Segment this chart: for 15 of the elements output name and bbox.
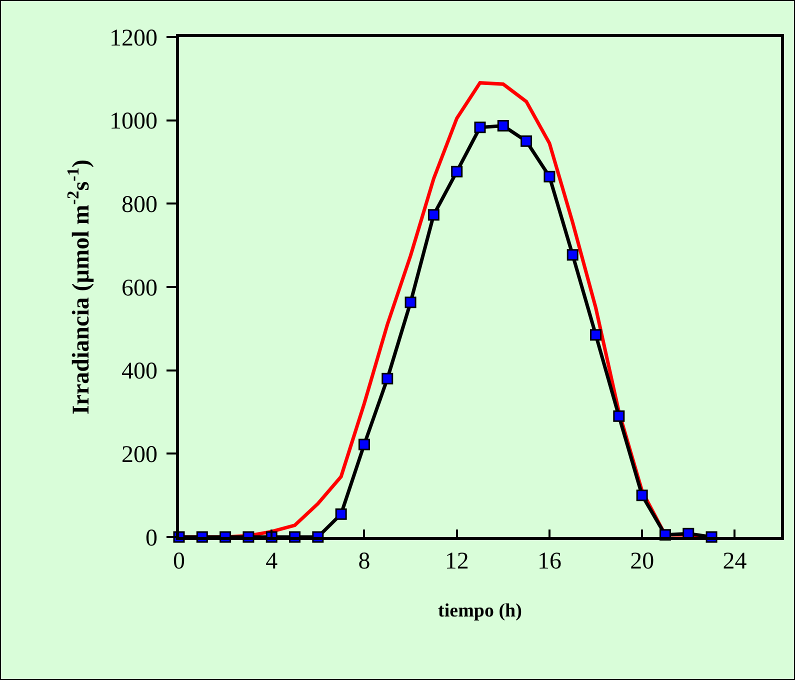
- x-tick-label: 0: [173, 548, 185, 575]
- y-tick-label: 400: [121, 358, 158, 385]
- x-tick-label: 12: [444, 548, 469, 575]
- x-tick-label: 8: [358, 548, 370, 575]
- x-tick-label: 20: [630, 548, 654, 575]
- y-tick-label: 200: [121, 442, 158, 468]
- x-tick-label: 4: [266, 548, 278, 575]
- x-tick-label: 24: [722, 548, 747, 575]
- x-axis-title: tiempo (h): [438, 600, 522, 622]
- y-tick-label: 0: [145, 525, 158, 552]
- x-tick-label: 16: [537, 548, 562, 575]
- y-tick-label: 1200: [109, 25, 158, 52]
- y-tick-label: 1000: [109, 108, 158, 135]
- y-tick-label: 800: [121, 192, 158, 218]
- y-tick-label: 600: [121, 275, 158, 302]
